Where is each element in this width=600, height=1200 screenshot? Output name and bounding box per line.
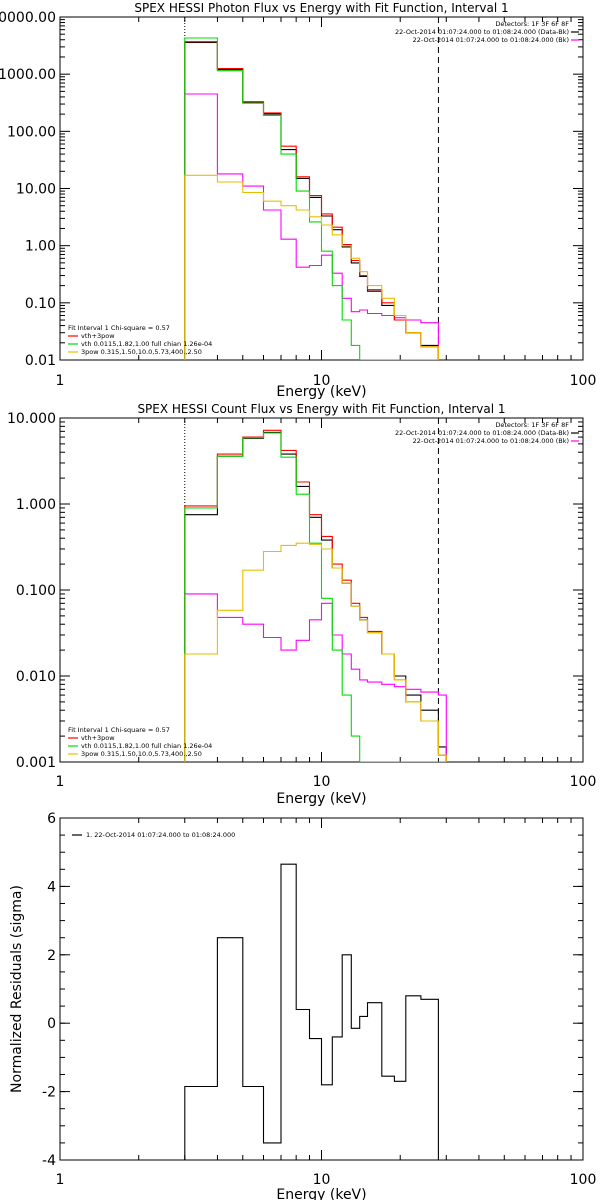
chart1-info-line: 22-Oct-2014 01:07:24.000 to 01:08:24.000… — [413, 36, 569, 44]
chart3-ytick-label: 6 — [47, 811, 56, 827]
chart3-ytick-label: 0 — [47, 1016, 56, 1032]
chart2-info-line: Detectors: 1F 3F 6F 8F — [495, 421, 569, 429]
chart1-legend-label: vth 0.0115,1.82,1.00 full chian 1.26e-04 — [81, 340, 212, 348]
chart2-legend-label: vth+3pow — [81, 734, 115, 742]
chart1-xlabel: Energy (keV) — [276, 384, 366, 400]
chart3-xtick-label: 1 — [56, 1172, 65, 1188]
chart1-ytick-label: 10.00 — [16, 182, 56, 198]
chart1-series-4 — [184, 37, 439, 360]
chart1-ytick-label: 10000.00 — [0, 10, 56, 26]
chart2-info-line: 22-Oct-2014 01:07:24.000 to 01:08:24.000… — [395, 429, 569, 437]
chart3-xlabel: Energy (keV) — [276, 1187, 366, 1200]
chart2-legend-header: Fit Interval 1 Chi-square = 0.57 — [68, 726, 170, 734]
chart2-title: SPEX HESSI Count Flux vs Energy with Fit… — [137, 402, 505, 416]
chart2-legend-label: vth 0.0115,1.82,1.00 full chian 1.26e-04 — [81, 742, 212, 750]
chart2-ytick-label: 1.000 — [16, 497, 56, 513]
chart3-xtick-label: 100 — [570, 1172, 597, 1188]
chart1-info-line: Detectors: 1F 3F 6F 8F — [495, 20, 569, 28]
chart1-ytick-label: 100.00 — [7, 124, 56, 140]
chart1-ytick-label: 1000.00 — [0, 67, 56, 83]
chart3-legend-label: 1. 22-Oct-2014 01:07:24.000 to 01:08:24.… — [86, 831, 235, 839]
chart3-ytick-label: 2 — [47, 948, 56, 964]
chart1-xtick-label: 10 — [313, 373, 331, 389]
chart1-ytick-label: 1.00 — [25, 239, 56, 255]
chart1-series-5 — [184, 174, 439, 360]
chart3: Energy (keV) Normalized Residuals (sigma)… — [9, 811, 596, 1200]
chart3-frame — [59, 817, 584, 1161]
chart2-y-axis: 0.001 0.010 0.100 1.000 10.000 — [7, 411, 583, 771]
chart2-series-2 — [184, 593, 447, 762]
chart3-ytick-label: -2 — [42, 1085, 56, 1101]
chart1-legend-header: Fit Interval 1 Chi-square = 0.57 — [68, 324, 170, 332]
chart2-legend-label: 3pow 0.315,1.50,10.0,5.73,400.,2.50 — [81, 750, 202, 758]
chart2-xtick-label: 10 — [313, 774, 331, 790]
chart1-series-2 — [184, 93, 439, 360]
chart1-ytick-label: 0.01 — [25, 353, 56, 369]
chart2-info-line: 22-Oct-2014 01:07:24.000 to 01:08:24.000… — [413, 437, 569, 445]
chart1-y-axis: 0.01 0.10 1.00 10.00 100.00 1000.00 10000.00 — [0, 10, 583, 369]
chart3-ylabel: Normalized Residuals (sigma) — [9, 885, 25, 1093]
chart2-series-5 — [184, 542, 447, 762]
chart3-ytick-label: -4 — [42, 1153, 56, 1169]
chart1-legend: Fit Interval 1 Chi-square = 0.57vth+3pow… — [68, 324, 212, 356]
chart2-series-3 — [184, 429, 447, 762]
chart3-x-axis: 1 10 100 — [56, 818, 597, 1188]
chart2-series-1 — [184, 431, 447, 762]
chart2-xlabel: Energy (keV) — [276, 791, 366, 807]
chart1-series-3 — [184, 41, 439, 360]
chart1-title: SPEX HESSI Photon Flux vs Energy with Fi… — [134, 1, 508, 15]
chart3-ytick-label: 4 — [47, 879, 56, 895]
chart1-ytick-label: 0.10 — [25, 296, 56, 312]
chart3-series-1 — [184, 863, 439, 1160]
chart2-ytick-label: 10.000 — [7, 411, 56, 427]
chart1-series-1 — [184, 41, 439, 360]
chart2-xtick-label: 100 — [570, 774, 597, 790]
chart1-frame — [59, 16, 584, 361]
chart3-legend: 1. 22-Oct-2014 01:07:24.000 to 01:08:24.… — [72, 831, 235, 839]
chart2: SPEX HESSI Count Flux vs Energy with Fit… — [7, 402, 596, 807]
chart2-ytick-label: 0.010 — [16, 669, 56, 685]
chart1-info-line: 22-Oct-2014 01:07:24.000 to 01:08:24.000… — [395, 28, 569, 36]
chart3-y-axis: -4 -2 0 2 4 6 — [42, 811, 583, 1169]
chart3-xtick-label: 10 — [313, 1172, 331, 1188]
chart1-xtick-label: 100 — [570, 373, 597, 389]
chart2-ytick-label: 0.001 — [16, 755, 56, 771]
chart1-x-axis: 1 10 100 — [56, 17, 597, 389]
chart2-x-axis: 1 10 100 — [56, 418, 597, 790]
chart2-ytick-label: 0.100 — [16, 583, 56, 599]
chart1-legend-label: vth+3pow — [81, 332, 115, 340]
chart2-xtick-label: 1 — [56, 774, 65, 790]
chart2-legend: Fit Interval 1 Chi-square = 0.57vth+3pow… — [68, 726, 212, 758]
chart2-series-4 — [184, 432, 447, 762]
chart1-xtick-label: 1 — [56, 373, 65, 389]
chart1: SPEX HESSI Photon Flux vs Energy with Fi… — [0, 1, 596, 400]
chart1-legend-label: 3pow 0.315,1.50,10.0,5.73,400.,2.50 — [81, 348, 202, 356]
